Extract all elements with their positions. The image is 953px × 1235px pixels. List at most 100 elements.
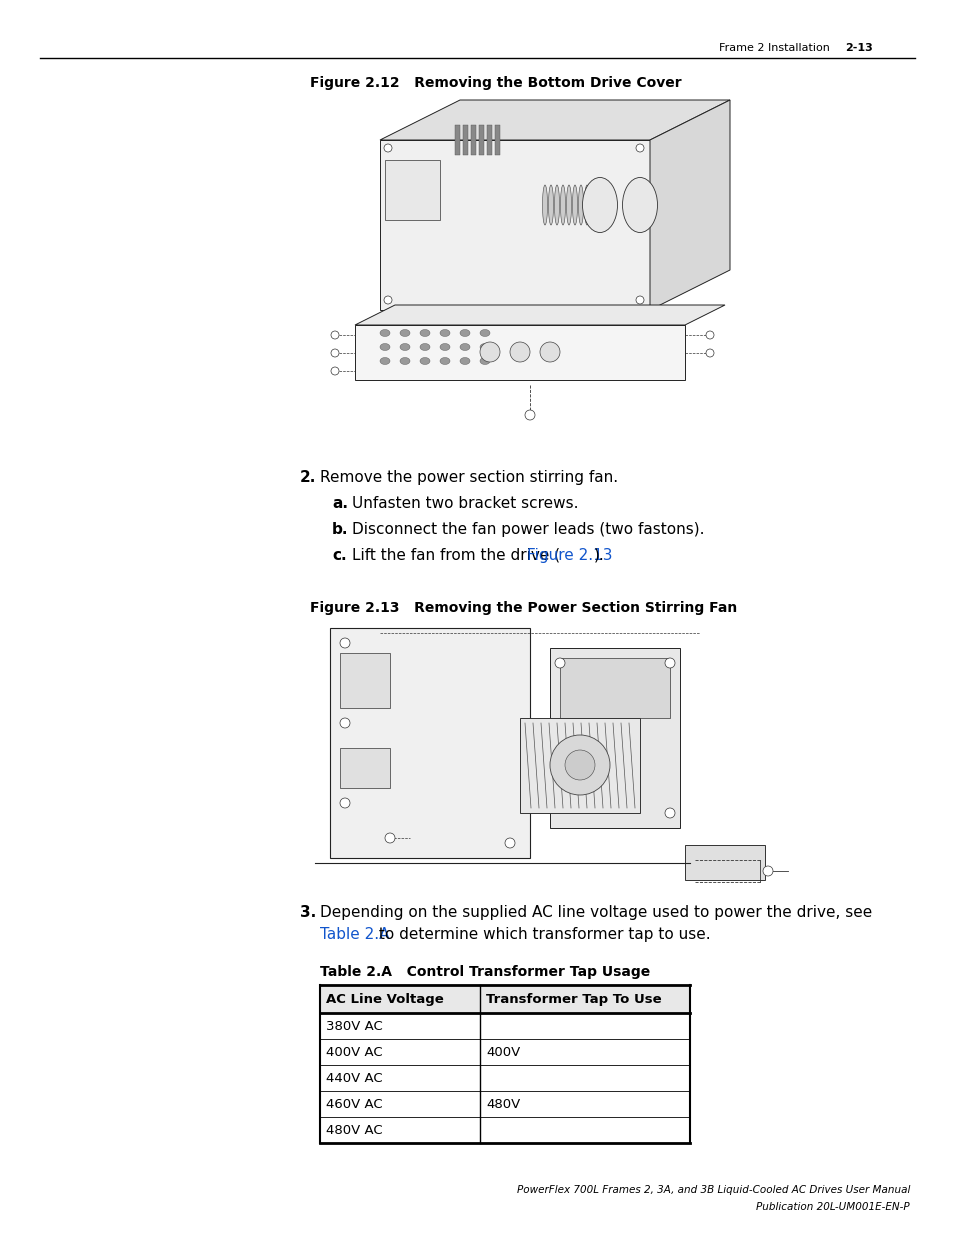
Bar [310,90,760,450]
Ellipse shape [578,185,583,225]
Bar [319,1065,689,1091]
Bar [455,125,459,156]
Ellipse shape [560,185,565,225]
Text: Table 2.A   Control Transformer Tap Usage: Table 2.A Control Transformer Tap Usage [319,965,650,979]
Circle shape [636,296,643,304]
Bar [550,648,679,827]
Bar [684,845,764,881]
Ellipse shape [439,330,450,336]
Circle shape [504,839,515,848]
Circle shape [550,735,609,795]
Circle shape [762,866,772,876]
Bar [319,1116,689,1144]
Ellipse shape [399,343,410,351]
Polygon shape [355,305,724,325]
Ellipse shape [379,330,390,336]
Text: Remove the power section stirring fan.: Remove the power section stirring fan. [319,471,618,485]
Ellipse shape [439,357,450,364]
Bar [486,125,492,156]
Bar [478,125,483,156]
Ellipse shape [566,185,571,225]
Ellipse shape [582,178,617,232]
Ellipse shape [479,357,490,364]
Text: ).: ). [594,548,604,563]
Circle shape [331,367,338,375]
Circle shape [524,410,535,420]
Text: 400V: 400V [485,1046,519,1058]
Circle shape [636,144,643,152]
Text: Figure 2.13: Figure 2.13 [527,548,613,563]
Text: PowerFlex 700L Frames 2, 3A, and 3B Liquid-Cooled AC Drives User Manual: PowerFlex 700L Frames 2, 3A, and 3B Liqu… [517,1186,909,1195]
Bar [559,658,669,718]
Circle shape [339,718,350,727]
Ellipse shape [572,185,577,225]
Ellipse shape [479,343,490,351]
Polygon shape [355,325,684,380]
Ellipse shape [399,357,410,364]
Bar [385,161,439,220]
Text: Publication 20L-UM001E-EN-P: Publication 20L-UM001E-EN-P [756,1202,909,1212]
Ellipse shape [459,330,470,336]
Text: Figure 2.12   Removing the Bottom Drive Cover: Figure 2.12 Removing the Bottom Drive Co… [310,77,680,90]
Text: Figure 2.13   Removing the Power Section Stirring Fan: Figure 2.13 Removing the Power Section S… [310,601,737,615]
Ellipse shape [554,185,558,225]
Bar [471,125,476,156]
Text: b.: b. [332,522,348,537]
Ellipse shape [419,357,430,364]
Text: 3.: 3. [299,905,315,920]
Ellipse shape [479,330,490,336]
Text: Lift the fan from the drive (: Lift the fan from the drive ( [352,548,559,563]
Circle shape [479,342,499,362]
Text: Table 2.A: Table 2.A [319,927,389,942]
Text: Unfasten two bracket screws.: Unfasten two bracket screws. [352,496,578,511]
Ellipse shape [459,343,470,351]
Circle shape [555,658,564,668]
Circle shape [510,342,530,362]
Text: to determine which transformer tap to use.: to determine which transformer tap to us… [375,927,710,942]
Circle shape [664,808,675,818]
Ellipse shape [419,343,430,351]
Bar [319,1039,689,1065]
Ellipse shape [399,330,410,336]
Ellipse shape [548,185,553,225]
Ellipse shape [590,185,595,225]
Circle shape [331,350,338,357]
Text: 400V AC: 400V AC [326,1046,382,1058]
Ellipse shape [379,357,390,364]
Text: Frame 2 Installation: Frame 2 Installation [719,43,829,53]
Text: 480V: 480V [485,1098,519,1110]
Text: a.: a. [332,496,348,511]
Bar [319,1013,689,1039]
Bar [330,629,530,858]
Bar [462,125,468,156]
Circle shape [385,832,395,844]
Ellipse shape [584,185,589,225]
Polygon shape [379,140,649,310]
Circle shape [564,750,595,781]
Circle shape [339,638,350,648]
Bar [339,653,390,708]
Text: 440V AC: 440V AC [326,1072,382,1084]
Text: 380V AC: 380V AC [326,1020,382,1032]
Bar [339,748,390,788]
Bar [519,718,639,813]
Text: 460V AC: 460V AC [326,1098,382,1110]
Ellipse shape [542,185,547,225]
Text: Transformer Tap To Use: Transformer Tap To Use [485,993,661,1005]
Bar [319,1091,689,1116]
Polygon shape [649,100,729,310]
Text: Depending on the supplied AC line voltage used to power the drive, see: Depending on the supplied AC line voltag… [319,905,871,920]
Bar [319,986,689,1013]
Circle shape [705,331,713,338]
Bar [495,125,499,156]
Polygon shape [379,100,729,140]
Circle shape [664,658,675,668]
Circle shape [539,342,559,362]
Ellipse shape [596,185,601,225]
Ellipse shape [622,178,657,232]
Ellipse shape [439,343,450,351]
Bar [310,618,769,890]
Circle shape [331,331,338,338]
Circle shape [384,144,392,152]
Text: Disconnect the fan power leads (two fastons).: Disconnect the fan power leads (two fast… [352,522,703,537]
